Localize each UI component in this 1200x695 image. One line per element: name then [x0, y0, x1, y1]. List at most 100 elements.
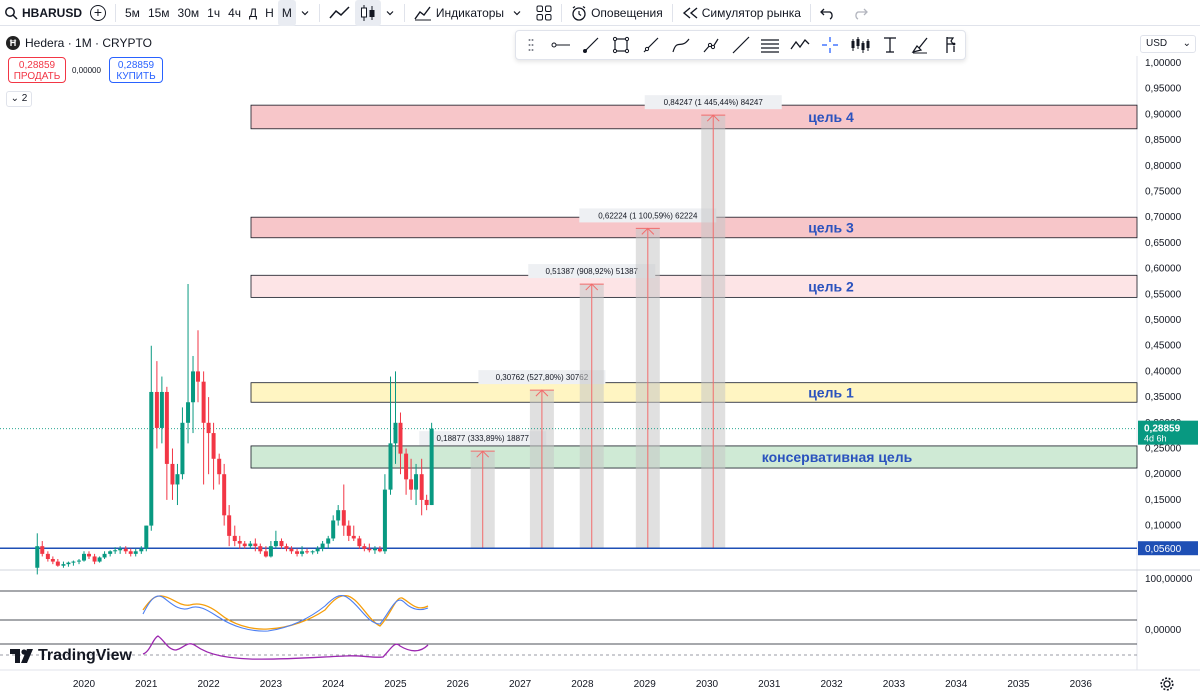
curve-tool[interactable]	[666, 31, 696, 59]
drag-handle[interactable]	[516, 31, 546, 59]
candle-body	[86, 553, 91, 557]
rectangle-icon	[612, 36, 629, 54]
candle-body	[55, 561, 60, 566]
indicators-button[interactable]: Индикаторы	[410, 0, 508, 26]
price-chart[interactable]: 1,00000 0,95000 0,90000 0,85000 0,80000 0,750…	[0, 26, 1200, 695]
x-axis-tick: 2030	[696, 679, 719, 690]
timeframe-button[interactable]: Н	[265, 5, 274, 20]
y-axis-tick: 0,55000	[1145, 289, 1182, 300]
candle-body	[237, 541, 242, 544]
hedera-logo-icon: Ħ	[6, 36, 20, 50]
y-axis-tick: 0,25000	[1145, 444, 1182, 455]
candle-chart-type-button[interactable]	[354, 0, 381, 26]
candle-body	[305, 551, 310, 553]
projection-label: 0,62224 (1 100,59%) 62224	[598, 211, 698, 220]
support-price-tag	[1138, 541, 1198, 556]
arrow-head	[706, 114, 720, 122]
indicators-dropdown[interactable]	[508, 0, 526, 26]
timeframe-button[interactable]: 1ч	[207, 5, 221, 20]
candle-body	[50, 559, 55, 562]
x-axis-tick: 2026	[447, 679, 470, 690]
y-axis-tick: 0,10000	[1145, 521, 1182, 532]
chart-settings-button[interactable]	[1160, 677, 1174, 694]
candle-body	[154, 391, 159, 428]
timeframe-button[interactable]: 30м	[177, 5, 200, 20]
candle-body	[66, 562, 71, 565]
timeframe-dropdown[interactable]	[296, 0, 314, 26]
countdown-text: 4d 6h	[1144, 434, 1167, 444]
fib-tool[interactable]	[935, 31, 965, 59]
trend-line-icon	[582, 37, 599, 53]
projection-label: 0,51387 (908,92%) 51387	[545, 267, 638, 276]
candle-body	[346, 525, 351, 536]
x-axis-tick: 2025	[384, 679, 407, 690]
arrow-head	[535, 389, 549, 397]
candle-body	[206, 422, 211, 434]
redo-button[interactable]	[848, 0, 872, 26]
candle-body	[139, 548, 144, 552]
compare-symbol-button[interactable]: +	[86, 0, 110, 26]
candle-body	[191, 371, 196, 403]
y-axis-tick: 0,60000	[1145, 264, 1182, 275]
indicators-collapse-button[interactable]: ⌄ 2	[6, 91, 32, 107]
candle-body	[424, 499, 429, 506]
undo-icon	[819, 8, 833, 20]
projection-label-bg	[478, 370, 606, 385]
extended-line-tool[interactable]	[726, 31, 756, 59]
trend-line-tool[interactable]	[576, 31, 606, 59]
chevron-down-icon	[386, 10, 394, 15]
candle-body	[429, 428, 434, 506]
path-tool[interactable]	[696, 31, 726, 59]
replay-button[interactable]: Симулятор рынка	[678, 0, 805, 26]
timeframe-button[interactable]: М	[277, 0, 296, 26]
line-chart-icon	[329, 5, 350, 18]
candle-body	[175, 474, 180, 485]
arrow-head	[641, 227, 655, 235]
divider	[318, 3, 320, 22]
currency-value: USD	[1146, 38, 1168, 49]
tradingview-logo[interactable]: TradingView	[10, 647, 132, 665]
symbol-search[interactable]: HBARUSD	[0, 0, 86, 26]
candle-body	[71, 561, 76, 563]
target-zone-label: цель 3	[808, 219, 854, 235]
divider	[809, 3, 811, 22]
line-chart-type-button[interactable]	[325, 0, 355, 26]
timeframe-button[interactable]: Д	[249, 5, 258, 20]
projection-label: 0,18877 (333,89%) 18877	[436, 434, 529, 443]
alerts-label: Оповещения	[591, 5, 663, 20]
rectangle-tool[interactable]	[606, 31, 636, 59]
ray-tool[interactable]	[636, 31, 666, 59]
timeframe-button[interactable]: 5м	[125, 5, 140, 20]
alerts-button[interactable]: Оповещения	[567, 0, 667, 26]
crosshair-tool[interactable]	[815, 31, 845, 59]
horizontal-ray-tool[interactable]	[546, 31, 576, 59]
text-tool[interactable]	[875, 31, 905, 59]
projection-label-bg	[579, 208, 717, 223]
sell-label: ПРОДАТЬ	[13, 71, 61, 82]
currency-select[interactable]: USD ⌄	[1140, 35, 1196, 53]
layouts-button[interactable]	[532, 0, 556, 26]
timeframe-button[interactable]: 4ч	[228, 5, 242, 20]
zigzag-tool[interactable]	[785, 31, 815, 59]
alarm-icon	[572, 5, 586, 21]
arrow-head	[585, 283, 599, 291]
timeframe-button[interactable]: 15м	[147, 5, 170, 20]
y-axis-tick: 0,20000	[1145, 469, 1182, 480]
candle-body	[97, 557, 102, 562]
parallel-lines-icon	[761, 39, 780, 53]
y-axis-tick: 0,75000	[1145, 187, 1182, 198]
target-zone	[250, 274, 1138, 298]
y-axis-tick: 0,15000	[1145, 495, 1182, 506]
parallel-channel-tool[interactable]	[756, 31, 786, 59]
undo-button[interactable]	[816, 0, 840, 26]
candle-body	[159, 391, 164, 428]
buy-button[interactable]: 0,28859 КУПИТЬ	[109, 57, 163, 83]
brush-tool[interactable]	[905, 31, 935, 59]
candle-body	[222, 474, 227, 516]
sell-button[interactable]: 0,28859 ПРОДАТЬ	[8, 57, 66, 83]
y-axis-tick: 0,70000	[1145, 212, 1182, 223]
symbol-legend: Ħ Hedera · 1M · CRYPTO	[6, 36, 152, 50]
bars-pattern-tool[interactable]	[845, 31, 875, 59]
chart-type-dropdown[interactable]	[381, 0, 399, 26]
candle-body	[268, 546, 273, 557]
